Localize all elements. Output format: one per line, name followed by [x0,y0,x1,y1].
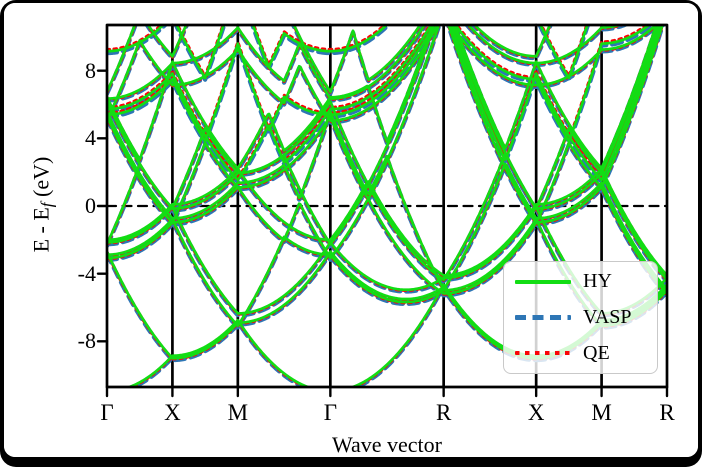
legend-row-vasp: VASP [504,306,657,329]
x-tick-label-r: R [659,400,675,425]
legend-line-sample-qe [515,350,571,356]
band-structure-canvas [4,3,698,457]
y-tick-label: 4 [85,125,96,151]
x-tick-label-gamma: Γ [323,400,337,425]
x-tick-label-m: M [591,400,612,425]
legend-row-hy: HY [504,270,657,293]
axis-x-label: Wave vector [332,432,442,457]
y-tick-label: 0 [85,193,96,218]
axis-y-label: E - Ef (eV) [28,156,57,253]
y-tick-label: -8 [77,328,96,354]
legend: HY VASP QE [503,261,658,374]
x-tick-label-gamma: Γ [100,400,114,425]
plot-background: 8 4 0 -4 -8 Γ X M Γ R X M R Wave vector … [4,3,698,457]
x-tick-label-x: X [527,400,545,425]
legend-label-vasp: VASP [583,305,632,328]
legend-row-qe: QE [504,342,657,365]
legend-label-hy: HY [583,270,612,293]
x-tick-label-r: R [435,400,452,425]
legend-line-sample-vasp [515,315,571,320]
legend-label-qe: QE [583,341,610,364]
x-tick-label-x: X [164,400,181,425]
x-tick-label-m: M [227,400,249,425]
y-tick-label: 8 [85,57,96,83]
legend-line-sample-hy [515,279,571,285]
y-tick-label: -4 [77,260,96,286]
